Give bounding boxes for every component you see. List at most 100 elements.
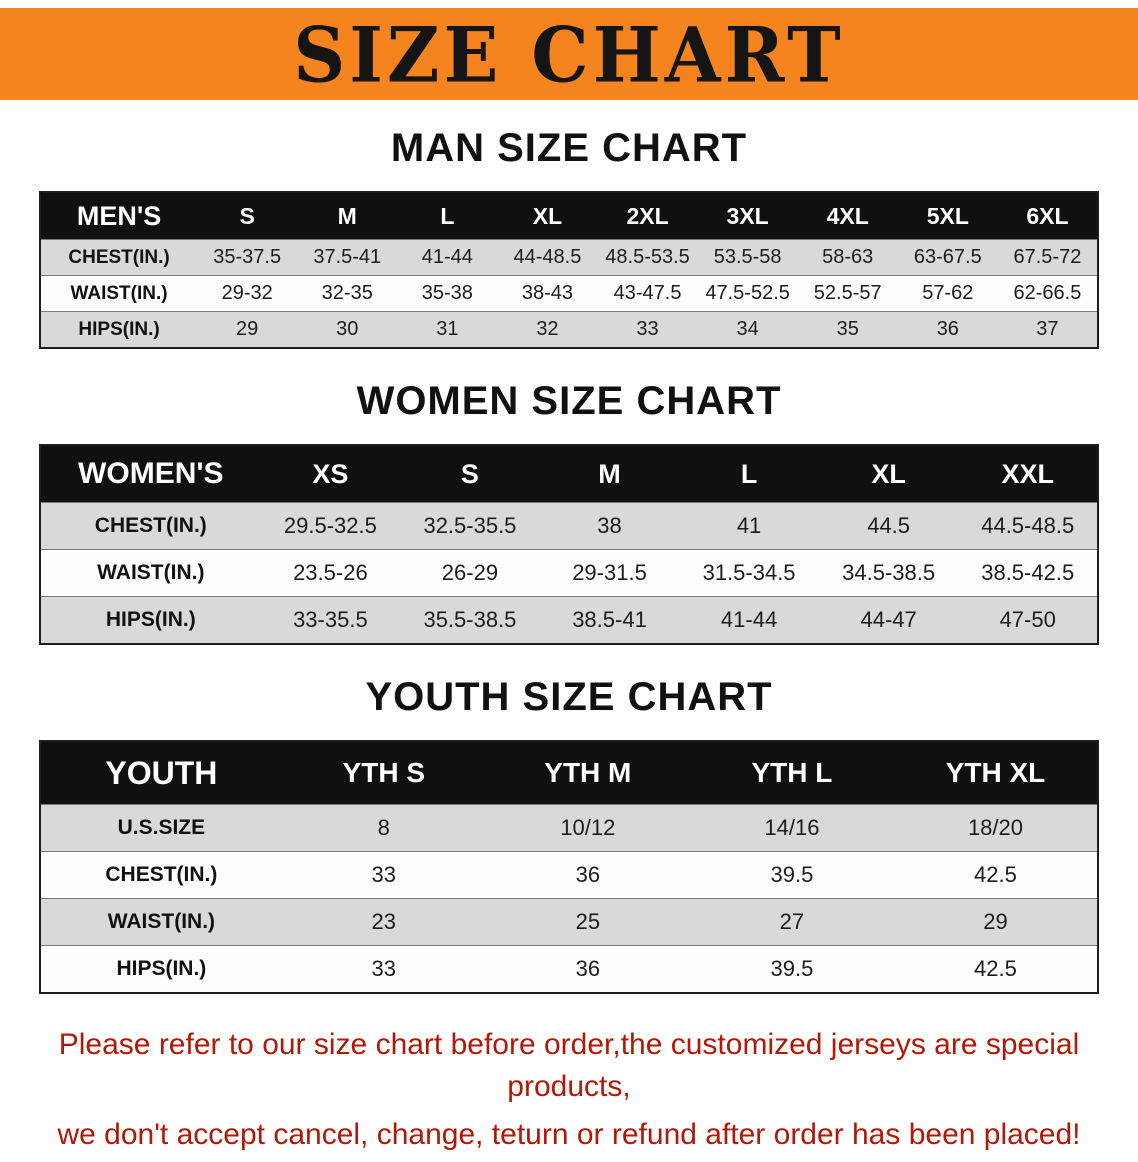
size-header-cell: L (679, 445, 819, 503)
row-label-cell: CHEST(IN.) (68, 246, 170, 268)
size-header-cell: 4XL (797, 192, 898, 240)
youth-section: YOUTH SIZE CHART YOUTH YTH S YTH M YTH L YTH… (0, 675, 1138, 994)
size-value-cell: 8 (377, 815, 390, 840)
size-value-cell: 47-50 (999, 607, 1056, 632)
size-value-cell: 34.5-38.5 (842, 560, 936, 585)
size-header-cell: XL (818, 445, 959, 503)
size-value-cell: 36 (936, 318, 959, 340)
table-title-cell: WOMEN'S (40, 445, 261, 503)
size-header-cell: YTH M (485, 741, 690, 805)
row-label-cell: HIPS(IN.) (105, 608, 196, 631)
size-value-cell: 44.5-48.5 (981, 513, 1075, 538)
size-value-cell: 23 (371, 909, 397, 934)
size-value-cell: 53.5-58 (713, 246, 782, 268)
size-value-cell: 14/16 (764, 815, 820, 840)
size-value-cell: 44-47 (860, 607, 917, 632)
row-label-cell: WAIST(IN.) (107, 910, 216, 933)
youth-size-table: YOUTH YTH S YTH M YTH L YTH XL U.S.SIZE 8 10/12… (39, 740, 1099, 994)
size-value-cell: 33 (371, 956, 397, 981)
header-row: MEN'S S M L XL 2XL 3XL 4XL 5XL 6XL (40, 192, 1098, 240)
size-value-cell: 18/20 (967, 815, 1023, 840)
size-value-cell: 36 (575, 862, 601, 887)
size-value-cell: 57-62 (922, 282, 974, 304)
men-section: MAN SIZE CHART MEN'S S M L XL 2XL 3XL 4XL 5XL 6XL… (0, 126, 1138, 349)
size-value-cell: 37.5-41 (313, 246, 382, 268)
size-value-cell: 31.5-34.5 (702, 560, 796, 585)
banner: SIZE CHART (0, 8, 1138, 100)
size-header-cell: YTH S (281, 741, 486, 805)
size-value-cell: 32.5-35.5 (423, 513, 517, 538)
size-header-cell: YTH XL (893, 741, 1098, 805)
size-value-cell: 23.5-26 (293, 560, 368, 585)
row-label-cell: HIPS(IN.) (78, 318, 160, 340)
size-value-cell: 41-44 (421, 246, 473, 268)
size-value-cell: 36 (575, 956, 601, 981)
table-row: HIPS(IN.) 29 30 31 32 33 34 35 36 37 (40, 311, 1098, 348)
size-value-cell: 38-43 (521, 282, 574, 304)
disclaimer-line-2: we don't accept cancel, change, teturn o… (57, 1118, 1081, 1151)
size-value-cell: 67.5-72 (1013, 246, 1082, 268)
table-row: WAIST(IN.) 23.5-26 26-29 29-31.5 31.5-34.5 34… (40, 549, 1098, 597)
row-label-cell: CHEST(IN.) (105, 863, 218, 886)
size-value-cell: 10/12 (560, 815, 616, 840)
size-header-cell: S (400, 445, 540, 503)
size-value-cell: 25 (575, 909, 601, 934)
women-size-table: WOMEN'S XS S M L XL XXL CHEST(IN.) 29.5-32.5 32.5… (39, 444, 1099, 645)
size-header-cell: XXL (958, 445, 1098, 503)
banner-title: SIZE CHART (293, 9, 845, 99)
table-row: U.S.SIZE 8 10/12 14/16 18/20 (40, 804, 1098, 852)
size-header-cell: S (197, 192, 298, 240)
size-header-cell: 2XL (597, 192, 698, 240)
table-row: CHEST(IN.) 35-37.5 37.5-41 41-44 44-48.5 48.5… (40, 239, 1098, 276)
size-chart-page: SIZE CHART MAN SIZE CHART MEN'S S M L XL 2XL 3… (0, 8, 1138, 1156)
table-title-cell: MEN'S (40, 192, 198, 240)
size-value-cell: 63-67.5 (913, 246, 982, 268)
size-value-cell: 38.5-42.5 (981, 560, 1075, 585)
size-value-cell: 33 (636, 318, 659, 340)
size-value-cell: 29-31.5 (572, 560, 647, 585)
size-header-cell: 5XL (897, 192, 998, 240)
size-value-cell: 39.5 (770, 956, 814, 981)
size-value-cell: 35 (836, 318, 859, 340)
size-value-cell: 30 (336, 318, 359, 340)
row-label-cell: HIPS(IN.) (116, 957, 207, 980)
size-value-cell: 35-37.5 (213, 246, 282, 268)
size-value-cell: 34 (736, 318, 759, 340)
size-value-cell: 37 (1036, 318, 1059, 340)
size-header-cell: YTH L (689, 741, 894, 805)
size-value-cell: 58-63 (822, 246, 874, 268)
size-value-cell: 35.5-38.5 (423, 607, 517, 632)
size-value-cell: 33 (371, 862, 397, 887)
size-header-cell: 3XL (697, 192, 798, 240)
men-section-heading: MAN SIZE CHART (390, 126, 748, 170)
size-value-cell: 47.5-52.5 (705, 282, 790, 304)
size-value-cell: 38.5-41 (572, 607, 647, 632)
size-value-cell: 29 (983, 909, 1008, 934)
size-value-cell: 44.5 (867, 513, 911, 538)
size-value-cell: 62-66.5 (1013, 282, 1082, 304)
women-section-heading: WOMEN SIZE CHART (356, 379, 782, 423)
size-value-cell: 39.5 (770, 862, 814, 887)
size-value-cell: 32-35 (321, 282, 373, 304)
size-value-cell: 29.5-32.5 (283, 513, 377, 538)
size-value-cell: 29-32 (221, 282, 273, 304)
size-value-cell: 32 (536, 318, 559, 340)
size-value-cell: 35-38 (421, 282, 473, 304)
size-value-cell: 38 (597, 513, 622, 538)
disclaimer: Please refer to our size chart before or… (0, 1024, 1138, 1156)
youth-section-heading: YOUTH SIZE CHART (365, 675, 773, 719)
table-row: CHEST(IN.) 33 36 39.5 42.5 (40, 851, 1098, 899)
size-header-cell: M (539, 445, 680, 503)
row-label-cell: WAIST(IN.) (97, 561, 205, 584)
size-value-cell: 33-35.5 (293, 607, 368, 632)
header-row: WOMEN'S XS S M L XL XXL (40, 445, 1098, 503)
women-section: WOMEN SIZE CHART WOMEN'S XS S M L XL XXL CHEST(… (0, 379, 1138, 645)
table-row: CHEST(IN.) 29.5-32.5 32.5-35.5 38 41 44.5 44.5… (40, 502, 1098, 550)
size-value-cell: 41 (736, 513, 762, 538)
row-label-cell: WAIST(IN.) (70, 282, 168, 304)
table-row: HIPS(IN.) 33-35.5 35.5-38.5 38.5-41 41-44 44-… (40, 596, 1098, 644)
size-value-cell: 43-47.5 (613, 282, 682, 304)
size-value-cell: 44-48.5 (513, 246, 582, 268)
size-header-cell: XL (497, 192, 598, 240)
size-header-cell: M (297, 192, 398, 240)
